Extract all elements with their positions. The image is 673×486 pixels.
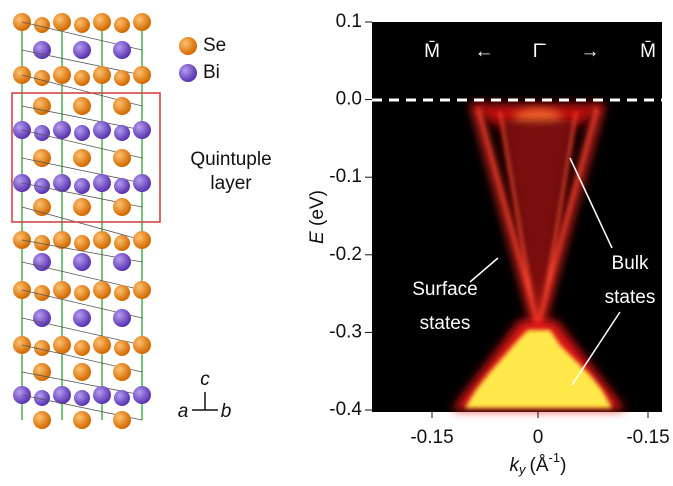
x-tick-label: -0.15 (410, 427, 453, 448)
legend-swatch (179, 64, 197, 82)
atom (133, 281, 151, 299)
atom (133, 336, 151, 354)
x-axis-label: ky(Å-1) (510, 450, 567, 477)
y-axis-unit: (eV) (307, 190, 328, 226)
atom (73, 309, 91, 327)
direction-label: → (581, 41, 600, 62)
direction-label: ← (475, 41, 494, 62)
y-tick-label: 0.1 (336, 11, 362, 32)
atom (113, 149, 131, 167)
annotation: states (605, 287, 656, 308)
axis-letter: a (178, 401, 189, 422)
atom (133, 13, 151, 31)
atom (73, 363, 91, 381)
axis-letter: c (200, 369, 210, 390)
annotation: Bulk (612, 253, 649, 274)
atom (74, 285, 90, 301)
atom (113, 41, 131, 59)
atom (113, 253, 131, 271)
atom (114, 178, 130, 194)
atom (114, 235, 130, 251)
atom (74, 178, 90, 194)
figure: Se Bi Quintuple layer c a b Surface stat… (0, 0, 673, 486)
atom (53, 281, 71, 299)
y-axis-label: E (eV) (307, 190, 328, 244)
atom (74, 125, 90, 141)
atom (133, 66, 151, 84)
x-axis-unit: ) (560, 455, 566, 476)
atom (53, 336, 71, 354)
atom (53, 66, 71, 84)
atom (114, 285, 130, 301)
atom (53, 174, 71, 192)
annotation: states (420, 313, 471, 334)
atom (74, 340, 90, 356)
atom (33, 149, 51, 167)
atom (114, 390, 130, 406)
atom (113, 198, 131, 216)
atom (113, 411, 131, 429)
atom (93, 336, 111, 354)
y-axis-symbol: E (307, 231, 328, 244)
atom (53, 13, 71, 31)
axis-letter: b (221, 401, 232, 422)
atom (73, 97, 91, 115)
y-tick-label: -0.1 (329, 166, 362, 187)
atom (93, 121, 111, 139)
y-tick-label: -0.3 (329, 321, 362, 342)
atom (53, 121, 71, 139)
legend-label: Bi (203, 62, 220, 83)
atom (113, 363, 131, 381)
legend-label: Se (203, 35, 226, 56)
atom (33, 411, 51, 429)
atom (93, 66, 111, 84)
atom (74, 17, 90, 33)
atom (74, 235, 90, 251)
axis-triad (192, 392, 218, 410)
x-axis-unit: (Å (530, 455, 549, 476)
direction-label: M̄ (424, 41, 440, 62)
atom (74, 390, 90, 406)
atom (33, 97, 51, 115)
atom (113, 97, 131, 115)
atom (74, 70, 90, 86)
atom (73, 149, 91, 167)
atom (73, 253, 91, 271)
atom (114, 125, 130, 141)
atom (114, 17, 130, 33)
atom (73, 198, 91, 216)
atom (73, 41, 91, 59)
x-axis-sub: y (518, 462, 527, 477)
atom (133, 174, 151, 192)
crystal-structure (13, 13, 151, 429)
x-axis-sup: -1 (549, 450, 561, 465)
atom (93, 174, 111, 192)
atom (33, 198, 51, 216)
atom (133, 121, 151, 139)
atom (93, 13, 111, 31)
atom (93, 231, 111, 249)
box-label: layer (210, 173, 252, 194)
x-tick-label: -0.15 (626, 427, 669, 448)
atom (93, 386, 111, 404)
direction-label: M̄ (640, 41, 656, 62)
atom (113, 309, 131, 327)
y-tick-label: -0.2 (329, 244, 362, 265)
atom (73, 411, 91, 429)
atom (34, 70, 50, 86)
atom (53, 386, 71, 404)
atom (114, 70, 130, 86)
atom (133, 231, 151, 249)
annotation: Surface (412, 279, 477, 300)
box-label: Quintuple (190, 149, 271, 170)
atom (33, 41, 51, 59)
x-tick-label: 0 (533, 427, 544, 448)
atom (93, 281, 111, 299)
y-tick-label: 0.0 (336, 89, 362, 110)
legend-swatch (179, 37, 197, 55)
y-tick-label: -0.4 (329, 399, 362, 420)
atom (114, 340, 130, 356)
atom (133, 386, 151, 404)
atom (33, 363, 51, 381)
